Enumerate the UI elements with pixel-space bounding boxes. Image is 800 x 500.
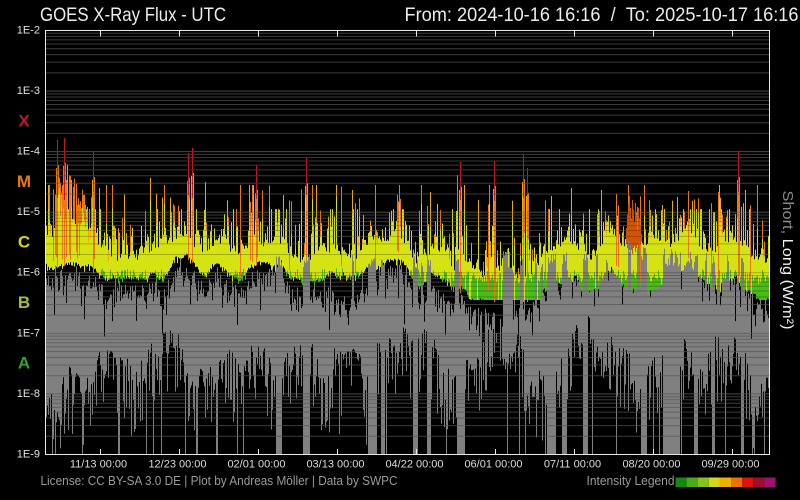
svg-text:1E-2: 1E-2 [17, 24, 40, 36]
svg-text:M: M [17, 172, 31, 191]
svg-text:1E-6: 1E-6 [17, 267, 40, 279]
svg-text:08/20 00:00: 08/20 00:00 [622, 459, 680, 471]
svg-text:GOES X-Ray Flux - UTC: GOES X-Ray Flux - UTC [40, 4, 226, 26]
svg-text:06/01 00:00: 06/01 00:00 [464, 459, 522, 471]
svg-text:04/22 00:00: 04/22 00:00 [385, 459, 443, 471]
svg-text:1E-7: 1E-7 [17, 327, 40, 339]
svg-text:1E-3: 1E-3 [17, 85, 40, 97]
svg-text:07/11 00:00: 07/11 00:00 [544, 459, 601, 471]
svg-text:11/13 00:00: 11/13 00:00 [70, 459, 127, 471]
svg-text:1E-5: 1E-5 [17, 206, 40, 218]
svg-text:02/01 00:00: 02/01 00:00 [227, 459, 285, 471]
svg-text:Intensity Legend: Intensity Legend [587, 473, 675, 488]
svg-text:X: X [18, 111, 30, 130]
svg-text:09/29 00:00: 09/29 00:00 [701, 459, 759, 471]
svg-text:A: A [18, 354, 30, 373]
svg-text:12/23 00:00: 12/23 00:00 [148, 459, 206, 471]
svg-text:1E-9: 1E-9 [17, 448, 40, 460]
svg-text:Short, Long (W/m²): Short, Long (W/m²) [779, 191, 796, 330]
svg-text:1E-4: 1E-4 [17, 146, 40, 158]
svg-text:From: 2024-10-16 16:16 / To:: From: 2024-10-16 16:16 / To: 2025-10-17 … [405, 4, 799, 26]
svg-text:License: CC BY-SA 3.0 DE | Plo: License: CC BY-SA 3.0 DE | Plot by Andre… [41, 473, 398, 488]
svg-text:C: C [18, 233, 30, 252]
svg-text:1E-8: 1E-8 [17, 388, 40, 400]
svg-text:03/13 00:00: 03/13 00:00 [306, 459, 364, 471]
svg-text:B: B [18, 293, 30, 312]
